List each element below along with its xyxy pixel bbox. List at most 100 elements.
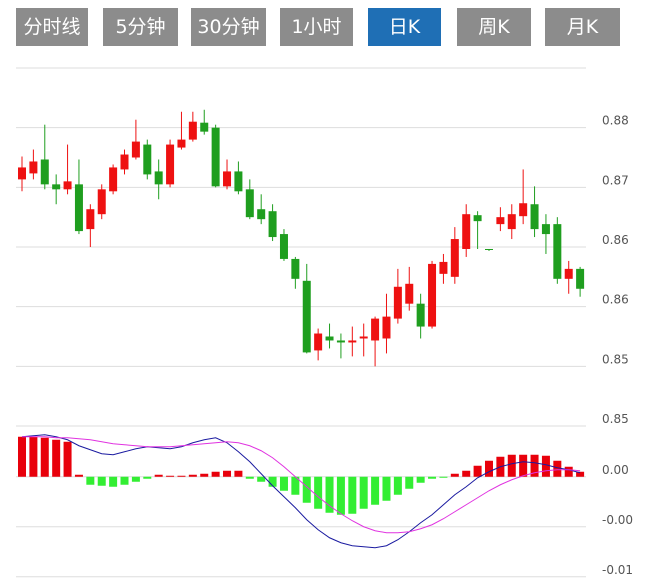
period-tab[interactable]: 5分钟 — [103, 8, 178, 46]
macd-bar — [393, 476, 402, 495]
candle-body — [200, 122, 209, 132]
candle-body — [541, 224, 550, 235]
macd-bar — [541, 455, 550, 477]
candle-body — [519, 203, 528, 217]
macd-bar — [154, 474, 163, 477]
macd-bar — [40, 437, 49, 477]
candle-body — [18, 167, 26, 180]
period-tab[interactable]: 周K — [457, 8, 531, 46]
macd-bar — [177, 475, 186, 477]
macd-bar — [359, 476, 368, 509]
y-tick-label: -0.01 — [602, 563, 633, 577]
macd-bar — [336, 476, 345, 515]
candle-body — [450, 239, 459, 277]
y-tick-label: 0.85 — [602, 352, 629, 366]
macd-bar — [143, 476, 152, 479]
candle-body — [74, 184, 83, 232]
macd-bar — [553, 460, 562, 477]
macd-bar — [519, 454, 528, 477]
period-tab[interactable]: 分时线 — [16, 8, 88, 46]
candle-body — [63, 181, 72, 190]
macd-bar — [473, 465, 482, 477]
macd-bar — [371, 476, 380, 505]
candle-body — [302, 280, 311, 353]
candle-body — [177, 139, 186, 148]
macd-bar — [97, 476, 106, 486]
macd-bar — [530, 454, 539, 477]
candle-body — [86, 209, 95, 230]
macd-bar — [18, 436, 26, 477]
macd-bar — [439, 476, 448, 478]
macd-bar — [416, 476, 425, 483]
y-tick-label: 0.86 — [602, 233, 629, 247]
candle-body — [553, 224, 562, 279]
y-tick-label: 0.87 — [602, 173, 629, 187]
macd-bar — [405, 476, 414, 489]
candle-body — [29, 161, 38, 174]
y-tick-label: 0.00 — [602, 463, 629, 477]
candle-body — [325, 336, 334, 341]
macd-bar — [564, 466, 573, 477]
candle-body — [131, 141, 140, 158]
candle-body — [336, 340, 345, 343]
macd-bar — [74, 474, 83, 477]
y-tick-label: 0.86 — [602, 293, 629, 307]
macd-bar — [245, 476, 254, 479]
macd-bar — [109, 476, 118, 487]
macd-bar — [428, 476, 437, 479]
macd-bar — [29, 436, 38, 477]
candle-body — [564, 268, 573, 279]
candle-body — [382, 316, 391, 339]
candle-body — [405, 283, 414, 304]
macd-bar — [52, 439, 61, 477]
macd-bar — [166, 475, 175, 477]
period-tab[interactable]: 30分钟 — [191, 8, 266, 46]
macd-line — [22, 436, 581, 534]
y-tick-label: -0.00 — [602, 513, 633, 527]
macd-bar — [484, 460, 493, 477]
macd-bar — [325, 476, 334, 513]
macd-bar — [120, 476, 129, 485]
candle-body — [279, 234, 288, 259]
macd-bar — [291, 476, 300, 495]
candle-body — [359, 336, 368, 339]
macd-bar — [86, 476, 95, 485]
candle-body — [348, 340, 357, 343]
period-tab[interactable]: 月K — [545, 8, 620, 46]
candle-body — [234, 171, 243, 192]
candle-body — [439, 261, 448, 274]
candle-body — [428, 263, 437, 327]
macd-bar — [211, 471, 220, 477]
macd-bar — [507, 454, 516, 477]
macd-bar — [382, 476, 391, 501]
candle-body — [268, 211, 277, 238]
candle-body — [97, 189, 106, 215]
macd-bar — [131, 476, 140, 482]
candle-body — [484, 248, 493, 250]
macd-bar — [462, 470, 471, 477]
macd-bar — [234, 470, 243, 477]
macd-bar — [268, 476, 277, 487]
period-tab[interactable]: 1小时 — [280, 8, 353, 46]
macd-line — [21, 434, 581, 549]
candle-body — [257, 209, 266, 220]
candle-body — [291, 258, 300, 279]
candle-body — [530, 204, 539, 230]
candle-body — [120, 154, 129, 170]
candle-body — [462, 214, 471, 249]
macd-bar — [223, 470, 232, 477]
macd-bar — [188, 474, 197, 477]
candle-body — [507, 214, 516, 230]
candle-body — [166, 144, 175, 185]
candle-body — [314, 333, 323, 351]
macd-bar — [348, 476, 357, 514]
candle-body — [52, 184, 61, 190]
macd-bar — [200, 473, 209, 477]
y-tick-label: 0.88 — [602, 114, 629, 128]
candle-body — [143, 144, 152, 175]
candle-body — [416, 303, 425, 327]
period-tab[interactable]: 日K — [368, 8, 441, 46]
macd-bar — [63, 441, 72, 477]
candle-body — [154, 171, 163, 185]
